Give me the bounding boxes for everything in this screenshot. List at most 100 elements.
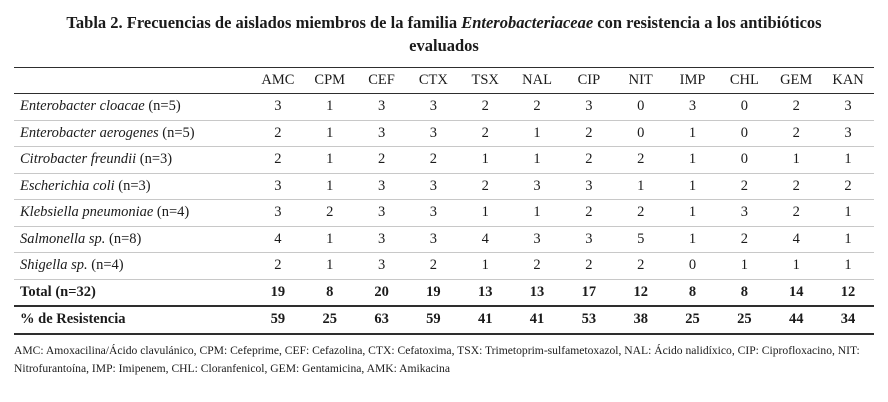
value-cell: 1 — [533, 204, 541, 221]
value-cell: 2 — [740, 177, 748, 194]
value-cell: 25 — [737, 311, 752, 328]
value-cell: 44 — [788, 311, 804, 328]
row-label: Total (n=32) — [20, 283, 96, 300]
value-cell: 8 — [740, 283, 748, 300]
value-cell: 4 — [792, 230, 800, 247]
value-cell: 2 — [585, 124, 593, 141]
value-cell: 1 — [326, 98, 334, 115]
value-cell: 2 — [533, 98, 541, 115]
row-label: Enterobacter cloacae (n=5) — [20, 98, 181, 115]
value-cell: 3 — [377, 204, 386, 221]
value-cell: 2 — [792, 124, 800, 141]
value-cell: 1 — [326, 177, 334, 194]
value-cell: 63 — [374, 311, 389, 328]
row-label: Salmonella sp. (n=8) — [20, 230, 142, 247]
column-header-imp: IMP — [679, 71, 706, 88]
value-cell: 3 — [844, 124, 852, 141]
column-header-chl: CHL — [729, 71, 759, 88]
table-title-post: con resistencia a los antibióticos evalu… — [409, 13, 822, 55]
value-cell: 2 — [274, 257, 282, 274]
value-cell: 1 — [533, 151, 541, 168]
header-empty-cell — [14, 67, 252, 94]
value-cell: 5 — [637, 230, 645, 247]
value-cell: 2 — [637, 204, 645, 221]
column-header-gem: GEM — [780, 71, 813, 88]
value-cell: 2 — [326, 204, 334, 221]
value-cell: 3 — [274, 177, 282, 194]
value-cell: 1 — [637, 177, 645, 194]
value-cell: 0 — [740, 124, 748, 141]
column-header-amc: AMC — [261, 71, 295, 88]
column-header-nal: NAL — [522, 71, 552, 88]
value-cell: 3 — [740, 204, 748, 221]
value-cell: 2 — [429, 257, 438, 274]
row-label: Escherichia coli (n=3) — [20, 177, 151, 194]
column-header-cef: CEF — [368, 71, 395, 88]
value-cell: 3 — [377, 257, 386, 274]
table-row: Enterobacter aerogenes (n=5) 2 1 3 3 2 1 2 0 1 0 2 3 — [14, 120, 874, 147]
value-cell: 3 — [429, 230, 438, 247]
value-cell: 1 — [481, 257, 489, 274]
value-cell: 2 — [637, 257, 645, 274]
value-cell: 1 — [844, 204, 852, 221]
value-cell: 3 — [377, 230, 386, 247]
value-cell: 0 — [740, 98, 748, 115]
value-cell: 1 — [533, 124, 541, 141]
column-header-nit: NIT — [628, 71, 653, 88]
table-body: Enterobacter cloacae (n=5) 3 1 3 3 2 2 3 0 3 0 2 3 En… — [14, 94, 874, 334]
table-header-row: AMC CPM CEF CTX TSX NAL CIP NIT IMP CHL GEM KAN — [14, 67, 874, 94]
value-cell: 1 — [688, 177, 697, 194]
table-row: % de Resistencia 59 25 63 59 41 41 53 38 25 25 44 34 — [14, 306, 874, 334]
table-row: Escherichia coli (n=3) 3 1 3 3 2 3 3 1 1 2 2 2 — [14, 173, 874, 200]
value-cell: 2 — [274, 124, 282, 141]
value-cell: 1 — [688, 124, 697, 141]
value-cell: 25 — [685, 311, 700, 328]
table-row: Shigella sp. (n=4) 2 1 3 2 1 2 2 2 0 1 1 1 — [14, 253, 874, 280]
value-cell: 2 — [585, 151, 593, 168]
table-title: Tabla 2. Frecuencias de aislados miembro… — [30, 12, 858, 58]
table-row: Salmonella sp. (n=8) 4 1 3 3 4 3 3 5 1 2 4 1 — [14, 226, 874, 253]
resistance-frequency-table: AMC CPM CEF CTX TSX NAL CIP NIT IMP CHL GEM KAN Ent… — [14, 66, 874, 335]
value-cell: 1 — [844, 230, 852, 247]
value-cell: 14 — [788, 283, 804, 300]
column-header-cip: CIP — [577, 71, 601, 88]
value-cell: 3 — [274, 204, 282, 221]
value-cell: 4 — [481, 230, 489, 247]
value-cell: 19 — [270, 283, 286, 300]
value-cell: 1 — [326, 257, 334, 274]
value-cell: 1 — [326, 124, 334, 141]
value-cell: 2 — [792, 177, 800, 194]
value-cell: 25 — [322, 311, 337, 328]
value-cell: 0 — [637, 124, 645, 141]
value-cell: 17 — [581, 283, 597, 300]
value-cell: 12 — [633, 283, 648, 300]
value-cell: 41 — [477, 311, 493, 328]
value-cell: 19 — [426, 283, 441, 300]
table-row: Klebsiella pneumoniae (n=4) 3 2 3 3 1 1 2 2 1 3 2 1 — [14, 200, 874, 227]
table-footnote: AMC: Amoxacilina/Ácido clavulánico, CPM:… — [14, 343, 860, 375]
value-cell: 2 — [481, 98, 489, 115]
value-cell: 3 — [844, 98, 852, 115]
value-cell: 53 — [581, 311, 597, 328]
value-cell: 3 — [274, 98, 282, 115]
value-cell: 1 — [740, 257, 748, 274]
row-label: Klebsiella pneumoniae (n=4) — [20, 204, 190, 221]
value-cell: 2 — [740, 230, 748, 247]
value-cell: 3 — [377, 177, 386, 194]
value-cell: 1 — [792, 257, 800, 274]
value-cell: 1 — [792, 151, 800, 168]
value-cell: 2 — [792, 98, 800, 115]
table-row: Total (n=32) 19 8 20 19 13 13 17 12 8 8 14 12 — [14, 279, 874, 307]
value-cell: 2 — [481, 177, 489, 194]
table-row: Citrobacter freundii (n=3) 2 1 2 2 1 1 2 2 1 0 1 1 — [14, 147, 874, 174]
value-cell: 1 — [844, 151, 852, 168]
table-title-pre: Tabla 2. Frecuencias de aislados miembro… — [66, 13, 462, 32]
value-cell: 3 — [533, 177, 541, 194]
value-cell: 8 — [326, 283, 334, 300]
value-cell: 3 — [429, 204, 438, 221]
value-cell: 1 — [844, 257, 852, 274]
value-cell: 59 — [426, 311, 441, 328]
value-cell: 1 — [481, 204, 489, 221]
table-title-taxon: Enterobacteriaceae — [461, 13, 594, 32]
value-cell: 2 — [844, 177, 852, 194]
